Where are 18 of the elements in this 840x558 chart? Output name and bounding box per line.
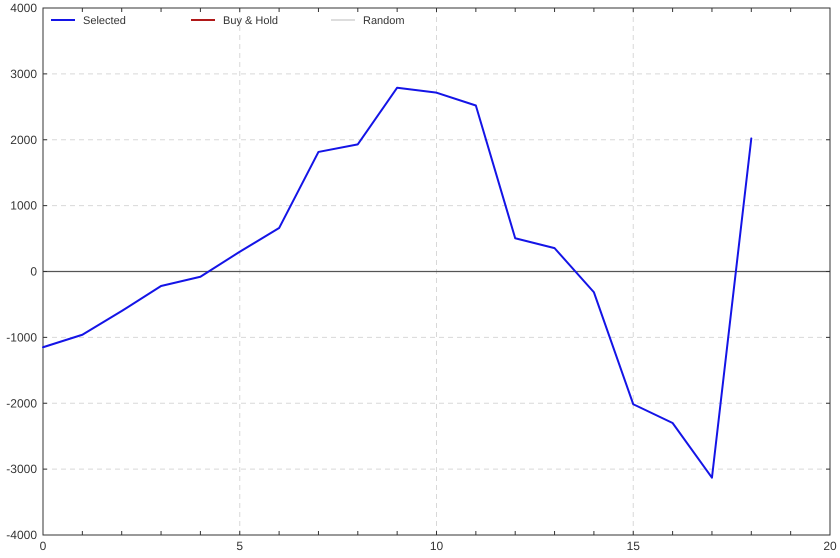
- x-tick-label: 5: [236, 539, 244, 553]
- y-tick-label: 4000: [10, 1, 38, 15]
- y-tick-label: 3000: [10, 66, 38, 81]
- x-tick-label: 10: [430, 539, 444, 553]
- y-tick-label: -4000: [6, 528, 38, 542]
- legend-label: Random: [363, 15, 405, 27]
- y-tick-label: 2000: [10, 132, 38, 147]
- x-tick-label: 15: [626, 539, 640, 553]
- legend-label: Buy & Hold: [223, 15, 278, 27]
- y-tick-label: -1000: [6, 330, 38, 344]
- y-tick-label: 0: [30, 264, 38, 278]
- x-tick-label: 20: [823, 539, 837, 553]
- y-tick-label: 1000: [10, 198, 38, 213]
- y-tick-label: -2000: [6, 396, 38, 410]
- line-series: [42, 86, 752, 479]
- x-tick-label: 0: [40, 539, 47, 553]
- legend-label: Selected: [83, 15, 126, 27]
- y-tick-label: -3000: [6, 462, 38, 476]
